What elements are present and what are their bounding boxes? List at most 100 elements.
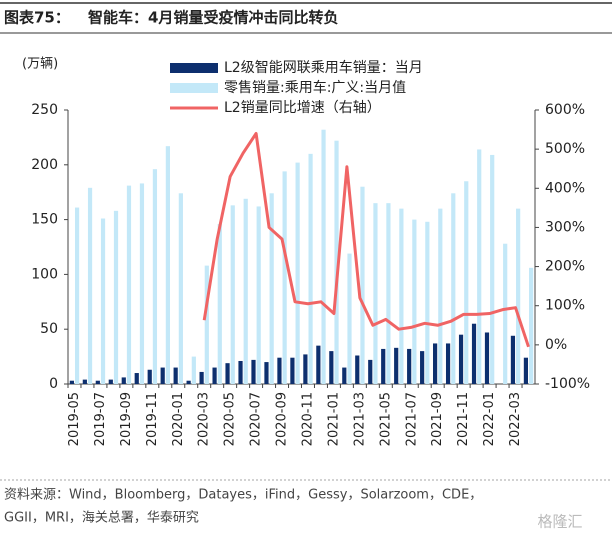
y2-tick-label: 400% <box>545 180 585 196</box>
bar <box>503 243 508 384</box>
x-tick-label: 2019-09 <box>119 392 134 446</box>
line <box>202 131 530 348</box>
bar <box>425 221 430 384</box>
x-tick-label: 2020-09 <box>275 392 290 446</box>
source-line: 资料来源：Wind，Bloomberg，Datayes，iFind，Gessy，… <box>4 488 482 503</box>
bar <box>308 153 313 384</box>
bar <box>238 360 243 384</box>
bar <box>108 379 113 384</box>
bar <box>373 203 378 384</box>
y2-tick-label: 300% <box>545 219 585 235</box>
x-tick-label: 2019-05 <box>67 392 82 446</box>
x-tick-label: 2019-11 <box>145 392 160 446</box>
x-tick-label: 2021-05 <box>378 392 393 446</box>
bar <box>321 129 326 384</box>
bar <box>516 208 521 384</box>
bar <box>160 367 165 384</box>
legend-label: L2级智能网联乘用车销量：当月 <box>224 59 423 76</box>
bar <box>381 348 386 384</box>
y-tick-label: 200 <box>31 157 58 173</box>
chart-title: 智能车：4月销量受疫情冲击同比转负 <box>88 9 338 27</box>
bar <box>464 181 469 384</box>
x-tick-label: 2021-01 <box>326 392 341 446</box>
bar <box>386 203 391 384</box>
bar <box>490 154 495 384</box>
y2-tick-label: 200% <box>545 259 585 275</box>
bar <box>477 149 482 384</box>
y2-tick-label: 0% <box>545 337 567 353</box>
legend-label: 零售销量:乘用车:广义:当月值 <box>224 79 406 96</box>
y-tick-label: 0 <box>49 376 58 392</box>
bar <box>191 356 196 384</box>
bar <box>277 357 282 384</box>
bar <box>113 210 119 384</box>
y-axis-label: (万辆) <box>22 57 58 72</box>
x-tick-label: 2022-01 <box>482 392 497 446</box>
x-tick-label: 2020-05 <box>223 392 238 446</box>
bar <box>458 334 464 384</box>
y-tick-label: 250 <box>31 102 58 118</box>
legend-label: L2销量同比增速（右轴） <box>224 100 381 116</box>
bar <box>256 206 261 384</box>
x-tick-label: 2021-03 <box>352 392 367 446</box>
x-tick-label: 2020-11 <box>300 392 315 446</box>
bar <box>87 187 93 384</box>
bar <box>126 185 132 384</box>
bar <box>347 253 352 384</box>
x-tick-label: 2020-01 <box>171 392 186 446</box>
bar <box>199 371 204 384</box>
y-tick-label: 100 <box>31 266 58 282</box>
x-tick-label: 2021-09 <box>430 392 445 446</box>
bar <box>394 347 399 384</box>
x-tick-label: 2022-03 <box>508 392 523 446</box>
bar <box>95 380 100 384</box>
bar <box>69 380 74 384</box>
bar <box>139 183 145 384</box>
bar <box>484 332 490 384</box>
bar <box>368 359 373 384</box>
bar <box>74 207 80 384</box>
bar <box>295 162 300 384</box>
bar <box>230 205 235 384</box>
bar <box>412 219 417 384</box>
watermark: 格隆汇 <box>537 513 582 531</box>
bar <box>407 348 412 384</box>
bar <box>523 357 529 384</box>
y-tick-label: 150 <box>31 212 58 228</box>
bar <box>334 140 339 384</box>
bar <box>529 267 534 384</box>
y2-tick-label: 600% <box>545 102 585 118</box>
bar <box>264 362 269 384</box>
bar <box>212 367 217 384</box>
bar <box>152 169 158 384</box>
legend-swatch <box>170 63 218 73</box>
bar <box>134 373 139 384</box>
bar <box>282 171 287 384</box>
bar <box>186 380 191 384</box>
bar <box>510 335 516 384</box>
bar <box>451 193 456 384</box>
bar <box>82 379 87 384</box>
bar <box>433 343 438 384</box>
bar <box>290 357 295 384</box>
bar <box>269 193 274 384</box>
y-tick-label: 50 <box>40 321 58 337</box>
x-tick-label: 2020-07 <box>249 392 264 446</box>
bar <box>100 218 106 384</box>
x-tick-label: 2021-11 <box>456 392 471 446</box>
bar <box>329 351 334 384</box>
bar <box>251 359 256 384</box>
source-line: GGII，MRI，海关总署，华泰研究 <box>4 511 199 526</box>
bar <box>204 265 209 384</box>
y2-tick-label: 500% <box>545 141 585 157</box>
bar <box>173 367 178 384</box>
bar <box>303 354 308 384</box>
bar <box>165 146 170 384</box>
x-tick-label: 2019-07 <box>93 392 108 446</box>
x-tick-label: 2021-07 <box>404 392 419 446</box>
bar <box>399 208 404 384</box>
x-tick-label: 2020-03 <box>197 392 212 446</box>
y2-tick-label: 100% <box>545 298 585 314</box>
figure-label: 图表75： <box>4 9 70 27</box>
